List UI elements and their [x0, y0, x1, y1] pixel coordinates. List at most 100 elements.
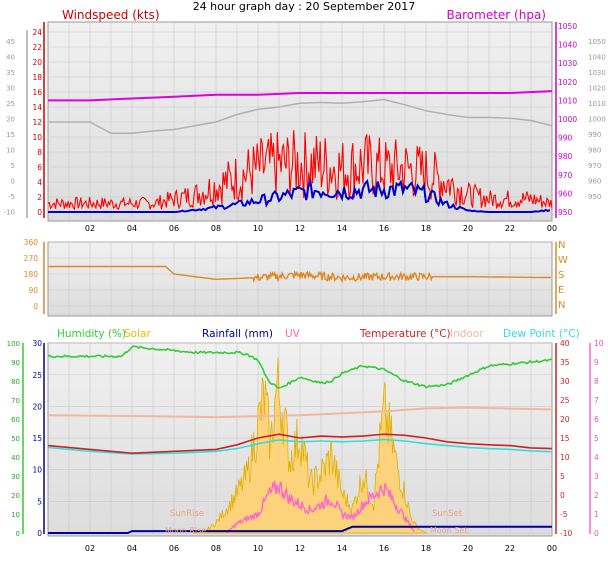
- dew-point-line: [47, 438, 553, 455]
- barometer-tick: 1020: [558, 78, 577, 87]
- barometer-outer-tick: 960: [588, 178, 601, 186]
- temperature-ref-tick: 0: [11, 178, 15, 186]
- solar-area: [192, 357, 428, 534]
- temperature-tick: 20: [560, 415, 570, 424]
- rainfall-tick: 25: [32, 371, 42, 380]
- uv-tick: 1: [594, 510, 599, 519]
- barometer-outer-tick: 950: [588, 193, 601, 201]
- direction-degree-tick: 0: [33, 302, 38, 311]
- humidity-tick: 70: [11, 397, 20, 405]
- barometer-outer-tick: 1050: [588, 38, 606, 46]
- wind-x-tick: 16: [379, 224, 389, 233]
- rainfall-tick: 0: [37, 529, 42, 538]
- temperature-tick: 30: [560, 377, 570, 386]
- uv-tick: 10: [594, 339, 604, 348]
- compass-tick: N: [558, 300, 565, 311]
- wind-x-tick: 08: [211, 224, 221, 233]
- legend-entry: Dew Point (°C): [503, 328, 580, 340]
- barometer-tick: 1030: [558, 59, 577, 68]
- direction-degree-tick: 270: [24, 254, 39, 263]
- compass-tick: E: [558, 285, 564, 296]
- temperature-ref-tick: 20: [6, 116, 15, 124]
- humidity-tick: 50: [11, 435, 20, 443]
- rainfall-tick: 20: [32, 402, 42, 411]
- compass-tick: S: [558, 270, 564, 281]
- windspeed-tick: 20: [32, 58, 42, 67]
- humidity-tick: 80: [11, 378, 20, 386]
- moonrise-label: Moon Rise: [165, 526, 206, 535]
- uv-tick: 5: [594, 434, 599, 443]
- humidity-tick: 100: [7, 340, 20, 348]
- barometer-outer-tick: 1000: [588, 116, 606, 124]
- temperature-ref-tick: 5: [11, 162, 15, 170]
- barometer-tick: 1010: [558, 96, 577, 105]
- indoor-temperature-line: [47, 406, 553, 419]
- windspeed-tick: 16: [32, 88, 42, 97]
- legend-entry: Temperature (°C): [359, 328, 451, 340]
- wind-x-tick: 20: [463, 224, 473, 233]
- compass-tick: W: [558, 255, 568, 266]
- windspeed-gust-line: [47, 130, 553, 211]
- sunset-label: SunSet: [432, 509, 463, 519]
- humidity-tick: 60: [11, 416, 20, 424]
- wind-x-tick: 04: [127, 224, 137, 233]
- direction-degree-tick: 90: [28, 286, 38, 295]
- temp-x-tick: 12: [295, 544, 305, 553]
- uv-tick: 6: [594, 415, 599, 424]
- rainfall-tick: 10: [32, 466, 42, 475]
- windspeed-tick: 8: [37, 148, 42, 157]
- barometer-tick: 1050: [558, 22, 577, 31]
- sunrise-label: SunRise: [170, 509, 204, 519]
- legend-entry: Indoor: [450, 328, 484, 340]
- humidity-tick: 90: [11, 359, 20, 367]
- windspeed-axis-label: Windspeed (kts): [62, 8, 160, 22]
- temp-x-tick: 00: [547, 544, 557, 553]
- legend-entry: Solar: [124, 328, 151, 340]
- humidity-tick: 0: [16, 530, 20, 538]
- barometer-axis-label: Barometer (hpa): [447, 8, 546, 22]
- temperature-ref-tick: -10: [4, 209, 15, 217]
- barometer-tick: 1000: [558, 115, 577, 124]
- humidity-tick: 40: [11, 454, 20, 462]
- legend-entry: Humidity (%): [57, 328, 126, 340]
- temperature-ref-tick: 15: [6, 131, 15, 139]
- rainfall-line: [48, 525, 552, 534]
- temperature-ref-tick: 25: [6, 100, 15, 108]
- rainfall-tick: 15: [32, 434, 42, 443]
- barometer-tick: 1040: [558, 41, 577, 50]
- temp-x-tick: 10: [253, 544, 263, 553]
- rainfall-tick: 5: [37, 497, 42, 506]
- temp-x-tick: 16: [379, 544, 389, 553]
- windspeed-tick: 4: [37, 178, 42, 187]
- barometer-tick: 970: [558, 171, 573, 180]
- uv-tick: 9: [594, 358, 599, 367]
- temperature-ref-tick: 35: [6, 69, 15, 77]
- wind-x-tick: 00: [547, 224, 557, 233]
- direction-degree-tick: 360: [24, 238, 39, 247]
- direction-degree-tick: 180: [24, 270, 39, 279]
- uv-tick: 7: [594, 396, 599, 405]
- temp-x-tick: 06: [169, 544, 179, 553]
- temp-x-tick: 18: [421, 544, 431, 553]
- windspeed-tick: 24: [32, 28, 42, 37]
- graph-title: 24 hour graph day : 20 September 2017: [193, 0, 416, 13]
- humidity-tick: 10: [11, 511, 20, 519]
- windspeed-tick: 12: [32, 118, 42, 127]
- temperature-ref-tick: 10: [6, 147, 15, 155]
- humidity-line: [47, 345, 553, 389]
- temperature-ref-tick: 45: [6, 38, 15, 46]
- barometer-outer-tick: 1040: [588, 54, 606, 62]
- temperature-tick: -5: [560, 510, 568, 519]
- barometer-tick: 960: [558, 189, 573, 198]
- legend-entry: UV: [285, 328, 301, 340]
- uv-tick: 2: [594, 491, 599, 500]
- barometer-outer-tick: 980: [588, 147, 601, 155]
- temperature-tick: -10: [560, 529, 572, 538]
- temperature-line: [47, 433, 553, 455]
- barometer-outer-tick: 990: [588, 131, 601, 139]
- barometer-line: [48, 90, 553, 102]
- humidity-tick: 30: [11, 473, 20, 481]
- temp-x-tick: 14: [337, 544, 347, 553]
- temperature-ref-tick: 40: [6, 54, 15, 62]
